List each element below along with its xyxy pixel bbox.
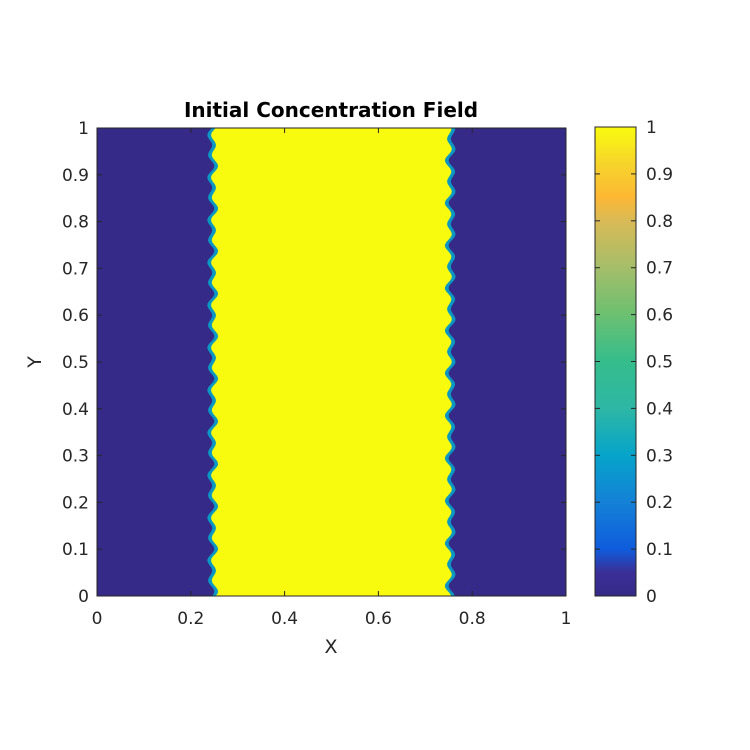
y-tick-label: 0.3	[62, 447, 89, 467]
y-tick-label: 0.1	[62, 540, 89, 560]
y-tick-label: 0.9	[62, 166, 89, 186]
y-axis-label: Y	[24, 356, 46, 369]
x-tick-label: 0.6	[365, 609, 392, 629]
y-tick-label: 0.2	[62, 493, 89, 513]
x-tick-label: 0.4	[271, 609, 298, 629]
y-tick-label: 0.5	[62, 353, 89, 373]
colorbar-tick-label: 0.8	[646, 212, 673, 232]
chart-title: Initial Concentration Field	[184, 98, 478, 122]
colorbar-tick-label: 0.5	[646, 353, 673, 373]
y-tick-label: 0.7	[62, 259, 89, 279]
y-tick-label: 0.8	[62, 213, 89, 233]
x-tick-label: 0	[92, 609, 103, 629]
heatmap-high-band	[211, 128, 452, 596]
plot-area	[97, 128, 566, 596]
colorbar-tick-label: 0.7	[646, 259, 673, 279]
colorbar-tick-label: 0	[646, 587, 657, 607]
y-tick-label: 0	[78, 587, 89, 607]
y-tick-label: 0.6	[62, 306, 89, 326]
colorbar-tick-label: 0.1	[646, 540, 673, 560]
colorbar-tick-label: 0.3	[646, 446, 673, 466]
colorbar-ticks: 0 0.1 0.2 0.3 0.4 0.5 0.6 0.7 0.8 0.9 1	[595, 118, 673, 607]
colorbar-tick-label: 0.9	[646, 165, 673, 185]
x-axis-label: X	[324, 636, 337, 658]
y-axis: 0 0.1 0.2 0.3 0.4 0.5 0.6 0.7 0.8 0.9 1	[62, 119, 566, 607]
colorbar-tick-label: 0.4	[646, 399, 673, 419]
x-tick-label: 0.8	[459, 609, 486, 629]
y-tick-label: 1	[78, 119, 89, 139]
colorbar-tick-label: 1	[646, 118, 657, 138]
x-tick-label: 1	[561, 609, 572, 629]
y-tick-label: 0.4	[62, 400, 89, 420]
x-axis: 0 0.2 0.4 0.6 0.8 1	[92, 128, 572, 629]
colorbar-tick-label: 0.6	[646, 306, 673, 326]
colorbar-tick-label: 0.2	[646, 493, 673, 513]
colorbar	[594, 126, 637, 597]
x-tick-label: 0.2	[177, 609, 204, 629]
